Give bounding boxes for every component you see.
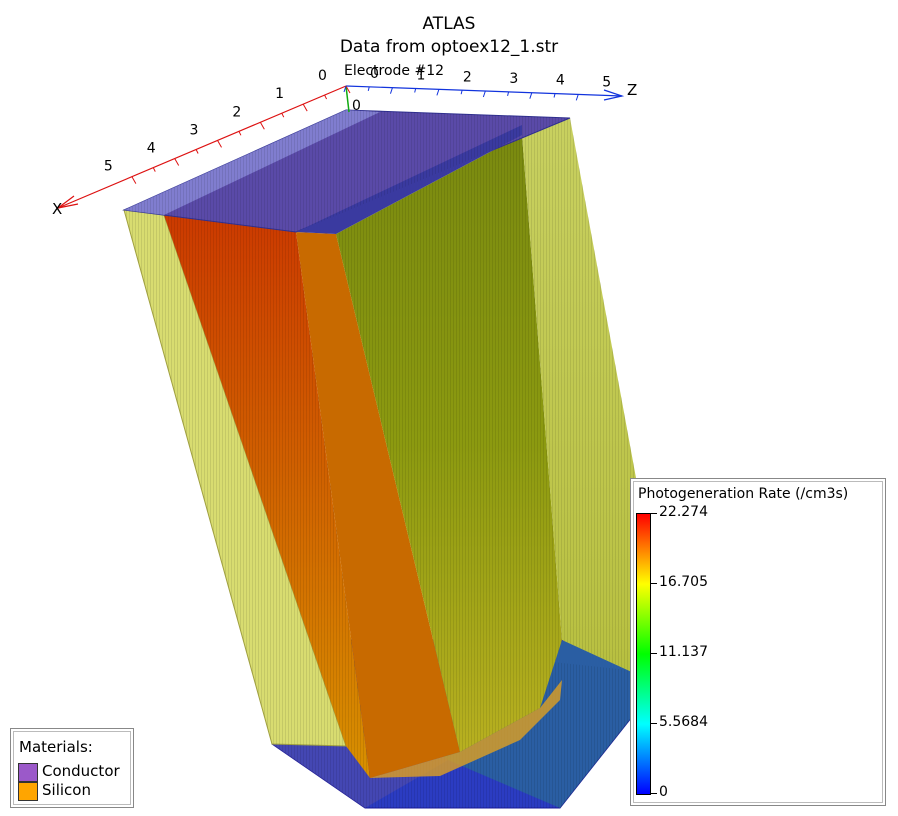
axis-tick <box>281 112 285 118</box>
z-axis-tick-label: 3 <box>509 71 518 87</box>
colorbar-tick <box>651 583 657 584</box>
x-axis-label: X <box>52 200 62 218</box>
axis-tick <box>507 91 510 96</box>
y-axis-tick-label: 0 <box>352 98 361 114</box>
axis-tick <box>575 94 579 101</box>
axis-tick <box>367 86 370 91</box>
axis-tick <box>389 87 393 94</box>
x-axis <box>57 85 347 209</box>
axis-tick <box>436 89 440 96</box>
colorbar-tick-label: 5.5684 <box>659 714 708 730</box>
colorbar-tick <box>651 793 657 794</box>
materials-legend: Materials: Conductor Silicon <box>10 728 134 808</box>
plot-subtitle: Data from optoex12_1.str <box>339 37 559 57</box>
colorbar-tick-label: 16.705 <box>659 574 708 590</box>
y-axis <box>345 85 350 113</box>
axis-tick <box>195 149 199 154</box>
colorbar-gradient <box>636 513 651 795</box>
materials-heading: Materials: <box>19 738 93 756</box>
axis-tick <box>460 90 463 95</box>
conductor-swatch <box>18 763 38 782</box>
z-axis-tick-label: 2 <box>463 69 472 85</box>
z-axis-tick-label: 1 <box>416 68 425 84</box>
silicon-inner-face <box>336 135 562 778</box>
z-axis <box>345 85 625 101</box>
colorbar-tick <box>651 653 657 654</box>
axis-tick <box>238 131 242 136</box>
axis-tick <box>259 122 265 130</box>
x-axis-tick-label: 2 <box>232 104 241 120</box>
x-axis-tick-label: 4 <box>147 141 156 157</box>
electrode-label: Electrode #12 <box>344 63 445 79</box>
z-axis-tick-label: 5 <box>602 74 611 90</box>
axis-tick <box>174 158 180 166</box>
x-axis-tick-label: 5 <box>104 159 113 175</box>
silicon-right-face <box>522 118 636 674</box>
colorbar-title: Photogeneration Rate (/cm3s) <box>638 486 849 502</box>
colorbar-tick <box>651 513 657 514</box>
silicon-front-face <box>164 215 460 778</box>
plot-title: ATLAS <box>422 14 476 34</box>
x-axis-tick-label: 0 <box>318 68 327 84</box>
material-label: Conductor <box>42 762 120 780</box>
x-axis-tick-label: 1 <box>275 86 284 102</box>
axis-ticks <box>131 85 579 184</box>
axis-tick <box>553 93 556 98</box>
x-axis-tick-label: 3 <box>190 122 199 138</box>
axis-tick <box>152 167 156 172</box>
axis-tick <box>529 92 533 99</box>
colorbar-legend: Photogeneration Rate (/cm3s) 22.274 16.70… <box>630 478 886 806</box>
colorbar-tick <box>651 723 657 724</box>
axis-tick <box>324 94 328 100</box>
colorbar-tick-label: 0 <box>659 784 668 800</box>
axis-tick <box>217 140 222 148</box>
z-axis-tick-label: 0 <box>370 66 379 82</box>
axis-tick <box>131 176 137 184</box>
top-electrode <box>122 109 571 234</box>
colorbar-tick-label: 11.137 <box>659 644 708 660</box>
material-label: Silicon <box>42 781 91 799</box>
axis-tick <box>414 88 417 93</box>
axis-tick <box>482 90 486 98</box>
colorbar-tick-label: 22.274 <box>659 504 708 520</box>
axis-tick <box>343 85 347 93</box>
z-axis-label: Z <box>627 81 637 99</box>
z-axis-tick-label: 4 <box>556 73 565 89</box>
axis-tick <box>302 103 308 112</box>
axis-tick <box>345 85 351 94</box>
silicon-swatch <box>18 782 38 801</box>
